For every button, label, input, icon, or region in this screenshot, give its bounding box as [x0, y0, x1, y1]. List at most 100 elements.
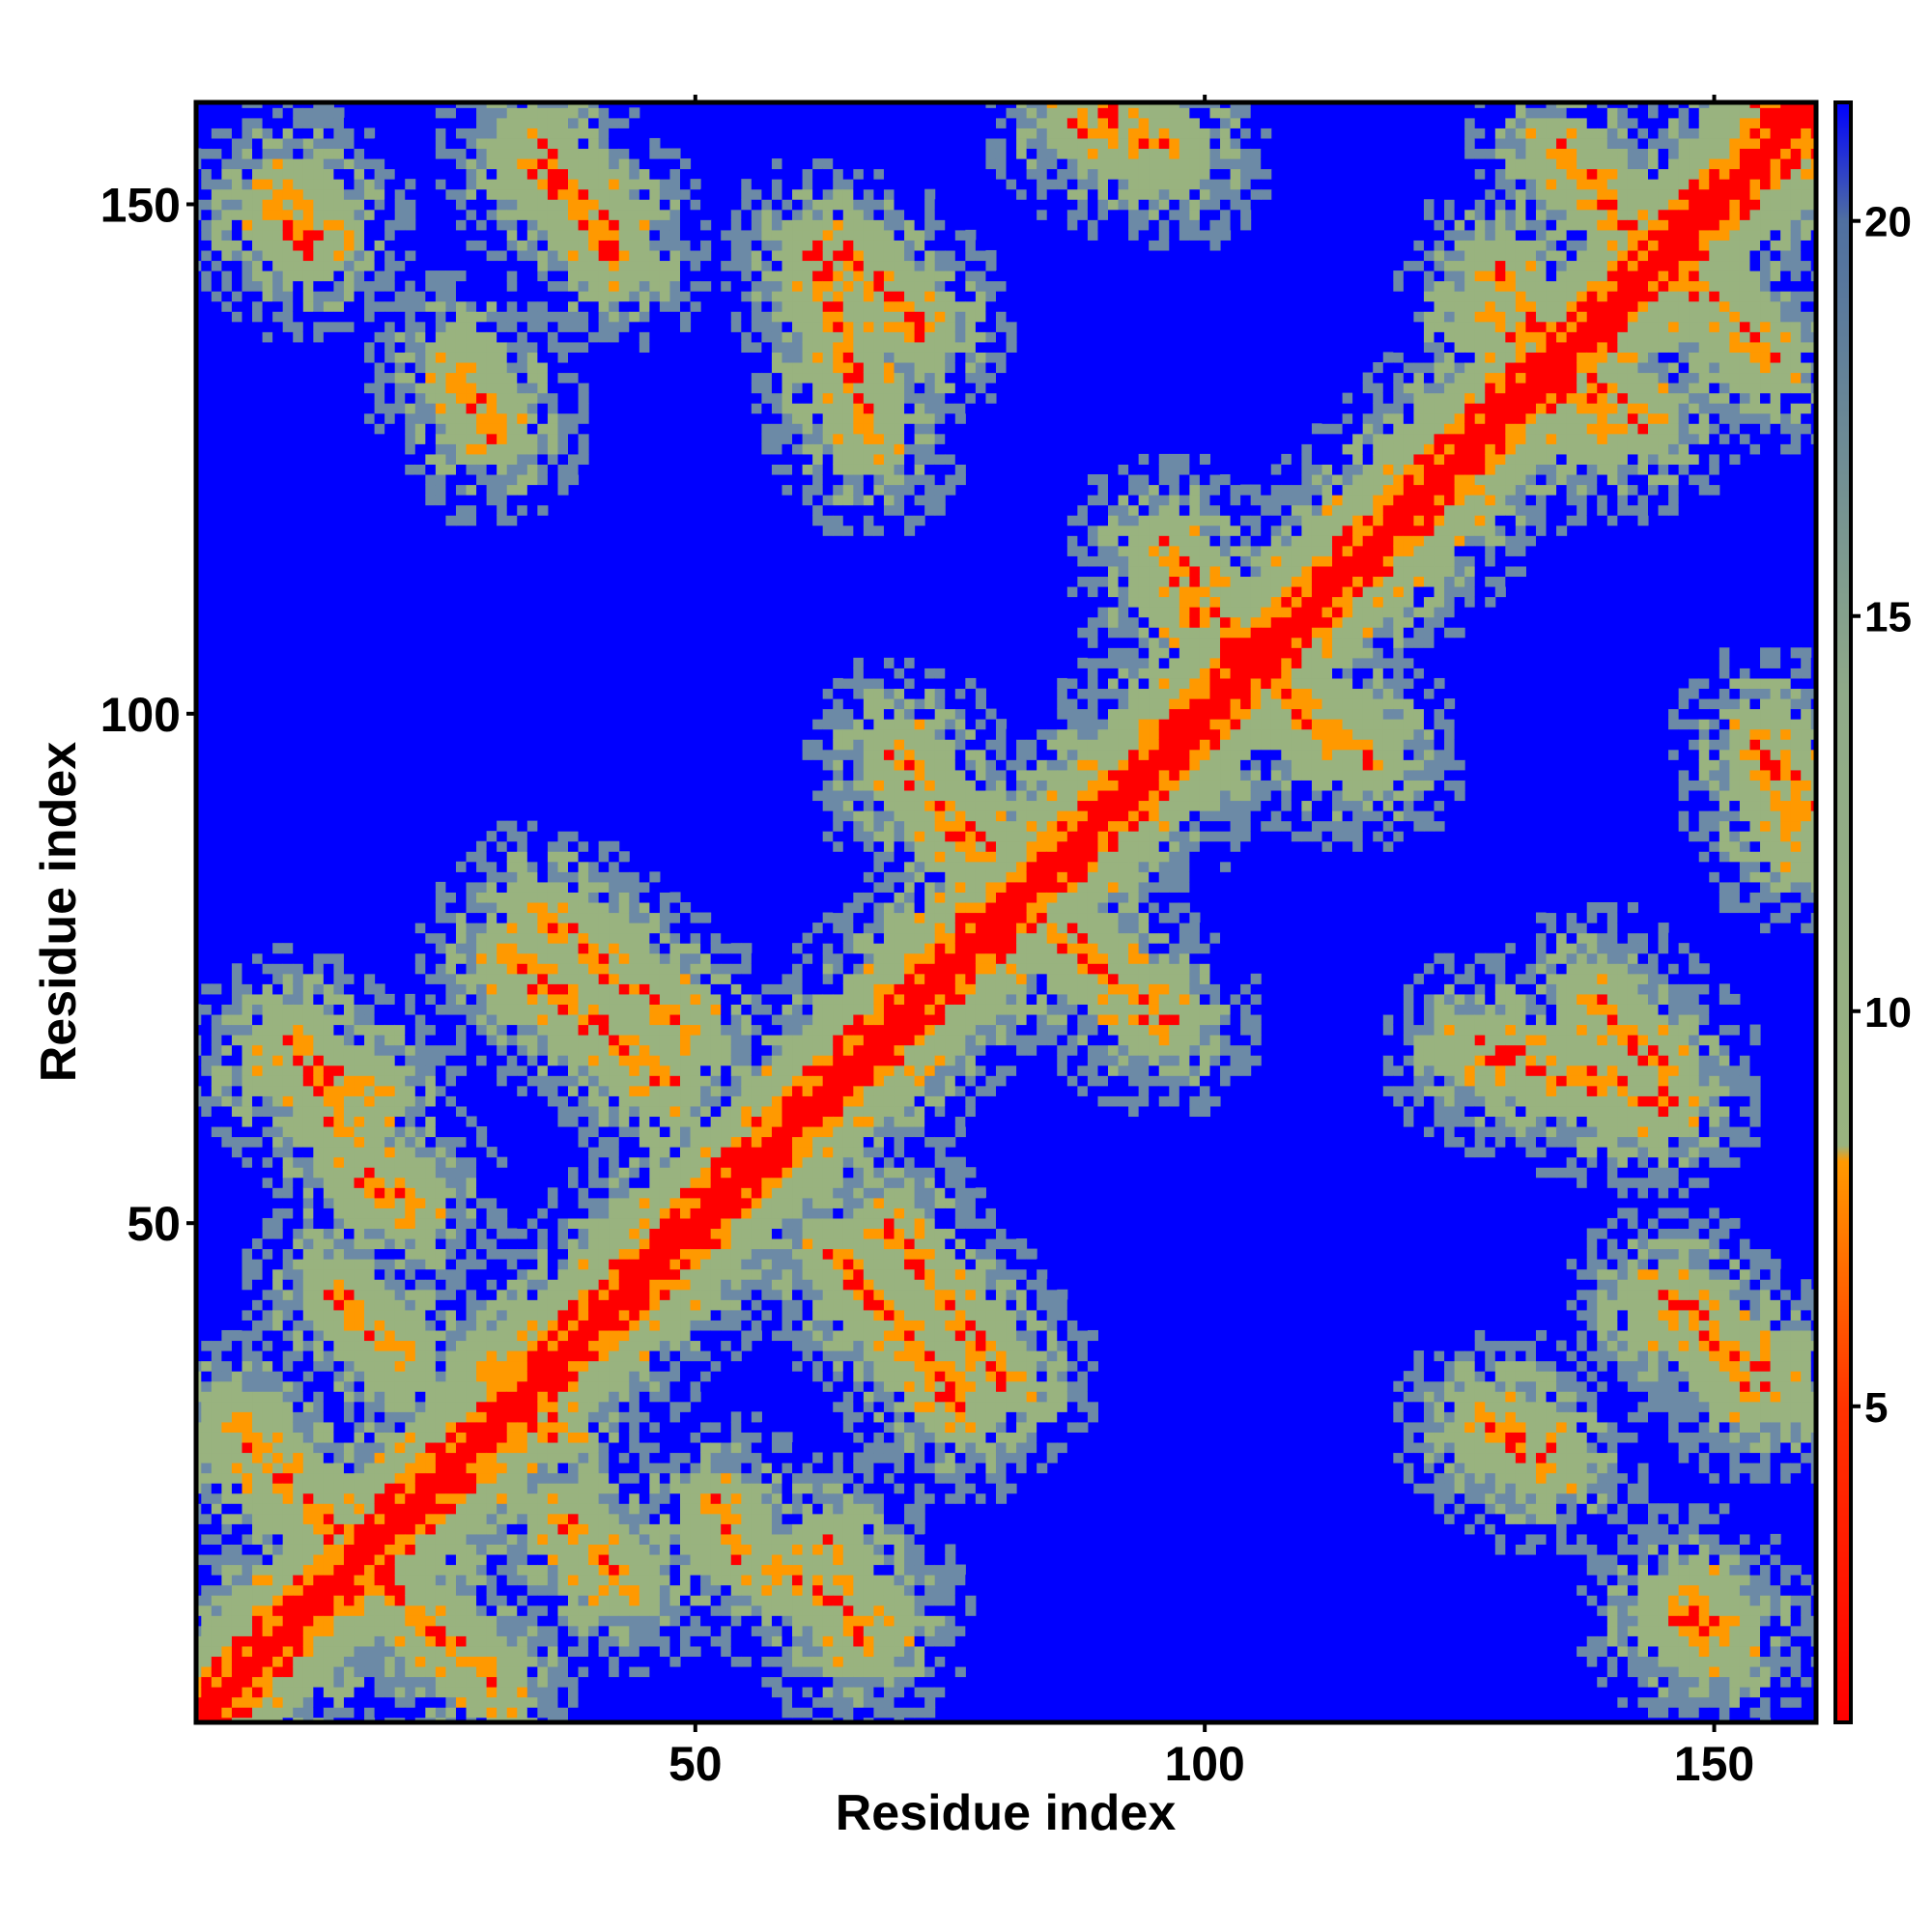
heatmap-cell: [262, 1095, 273, 1107]
heatmap-cell: [526, 820, 538, 832]
heatmap-cell: [333, 1707, 345, 1719]
heatmap-cell: [313, 1217, 325, 1230]
heatmap-cell: [302, 1523, 314, 1535]
heatmap-cell: [486, 1380, 497, 1392]
heatmap-cell: [629, 1625, 640, 1636]
heatmap-cell: [364, 1676, 376, 1688]
heatmap-cell: [609, 840, 620, 852]
heatmap-cell: [302, 1666, 314, 1678]
heatmap-cell: [282, 973, 294, 984]
heatmap-cell: [323, 993, 334, 1005]
heatmap-cell: [476, 1533, 488, 1545]
heatmap-cell: [526, 352, 538, 363]
heatmap-cell: [629, 983, 640, 995]
heatmap-cell: [435, 1320, 446, 1331]
heatmap-cell: [211, 280, 222, 292]
heatmap-cell: [526, 464, 538, 475]
heatmap-cell: [578, 1035, 589, 1046]
heatmap-cell: [364, 1503, 376, 1515]
heatmap-cell: [659, 1401, 671, 1412]
heatmap-cell: [649, 1217, 661, 1230]
heatmap-cell: [526, 1055, 538, 1066]
heatmap-cell: [517, 1401, 528, 1412]
heatmap-cell: [211, 1645, 222, 1658]
heatmap-cell: [425, 1279, 437, 1291]
heatmap-cell: [323, 1666, 334, 1678]
heatmap-cell: [537, 1492, 549, 1504]
heatmap-cell: [588, 1044, 600, 1056]
heatmap-cell: [618, 943, 630, 954]
heatmap-cell: [598, 137, 610, 150]
heatmap-cell: [486, 1340, 497, 1351]
heatmap-cell: [414, 280, 426, 292]
heatmap-cell: [588, 1309, 600, 1321]
heatmap-cell: [497, 1584, 508, 1596]
heatmap-cell: [425, 1575, 437, 1586]
heatmap-cell: [445, 1035, 457, 1046]
heatmap-cell: [659, 901, 671, 914]
heatmap-cell: [497, 158, 508, 170]
heatmap-cell: [506, 179, 518, 190]
heatmap-cell: [506, 923, 518, 934]
heatmap-cell: [201, 219, 213, 231]
heatmap-cell: [425, 1156, 437, 1168]
heatmap-cell: [323, 1289, 334, 1300]
heatmap-cell: [669, 1441, 681, 1454]
heatmap-cell: [639, 1208, 650, 1219]
heatmap-cell: [455, 973, 468, 984]
heatmap-cell: [211, 1717, 222, 1722]
heatmap-cell: [649, 1156, 661, 1168]
heatmap-cell: [578, 117, 589, 128]
heatmap-cell: [609, 1248, 620, 1260]
heatmap-cell: [211, 148, 222, 159]
heatmap-cell: [272, 1085, 284, 1096]
heatmap-cell: [302, 1248, 314, 1260]
heatmap-cell: [374, 1167, 385, 1179]
heatmap-cell: [201, 1605, 213, 1616]
heatmap-cell: [517, 1492, 528, 1504]
heatmap-cell: [537, 1595, 549, 1606]
heatmap-cell: [364, 1208, 376, 1219]
heatmap-cell: [649, 1411, 661, 1423]
heatmap-cell: [354, 1279, 365, 1291]
heatmap-cell: [394, 1259, 406, 1270]
heatmap-cell: [374, 1483, 385, 1494]
heatmap-cell: [313, 1513, 325, 1524]
heatmap-cell: [323, 1156, 334, 1168]
heatmap-cell: [486, 1441, 497, 1454]
heatmap-cell: [282, 1421, 294, 1433]
heatmap-cell: [497, 1401, 508, 1412]
heatmap-cell: [293, 993, 304, 1005]
heatmap-cell: [221, 219, 233, 231]
heatmap-cell: [354, 1167, 365, 1179]
heatmap-cell: [629, 1533, 640, 1545]
heatmap-cell: [201, 1044, 213, 1056]
heatmap-cell: [517, 1595, 528, 1606]
heatmap-cell: [425, 1259, 437, 1270]
heatmap-cell: [323, 1065, 334, 1076]
heatmap-cell: [414, 1625, 426, 1636]
heatmap-cell: [221, 1717, 233, 1722]
heatmap-cell: [557, 1208, 569, 1219]
heatmap-cell: [282, 993, 294, 1005]
heatmap-cell: [262, 1187, 273, 1199]
heatmap-cell: [609, 1299, 620, 1311]
heatmap-cell: [578, 1411, 589, 1423]
heatmap-cell: [394, 280, 406, 292]
heatmap-cell: [669, 300, 681, 312]
heatmap-cell: [414, 1340, 426, 1351]
heatmap-cell: [486, 1463, 497, 1474]
heatmap-cell: [537, 392, 549, 404]
heatmap-cell: [384, 1147, 396, 1158]
heatmap-cell: [252, 1279, 264, 1291]
heatmap-cell: [293, 1564, 304, 1576]
heatmap-cell: [252, 1309, 264, 1321]
heatmap-cell: [557, 1595, 569, 1606]
heatmap-cell: [364, 137, 376, 150]
heatmap-cell: [669, 901, 681, 914]
heatmap-cell: [231, 1666, 243, 1678]
heatmap-cell: [302, 260, 314, 271]
heatmap-cell: [445, 179, 457, 190]
heatmap-cell: [405, 1676, 416, 1688]
heatmap-cell: [526, 1656, 538, 1667]
